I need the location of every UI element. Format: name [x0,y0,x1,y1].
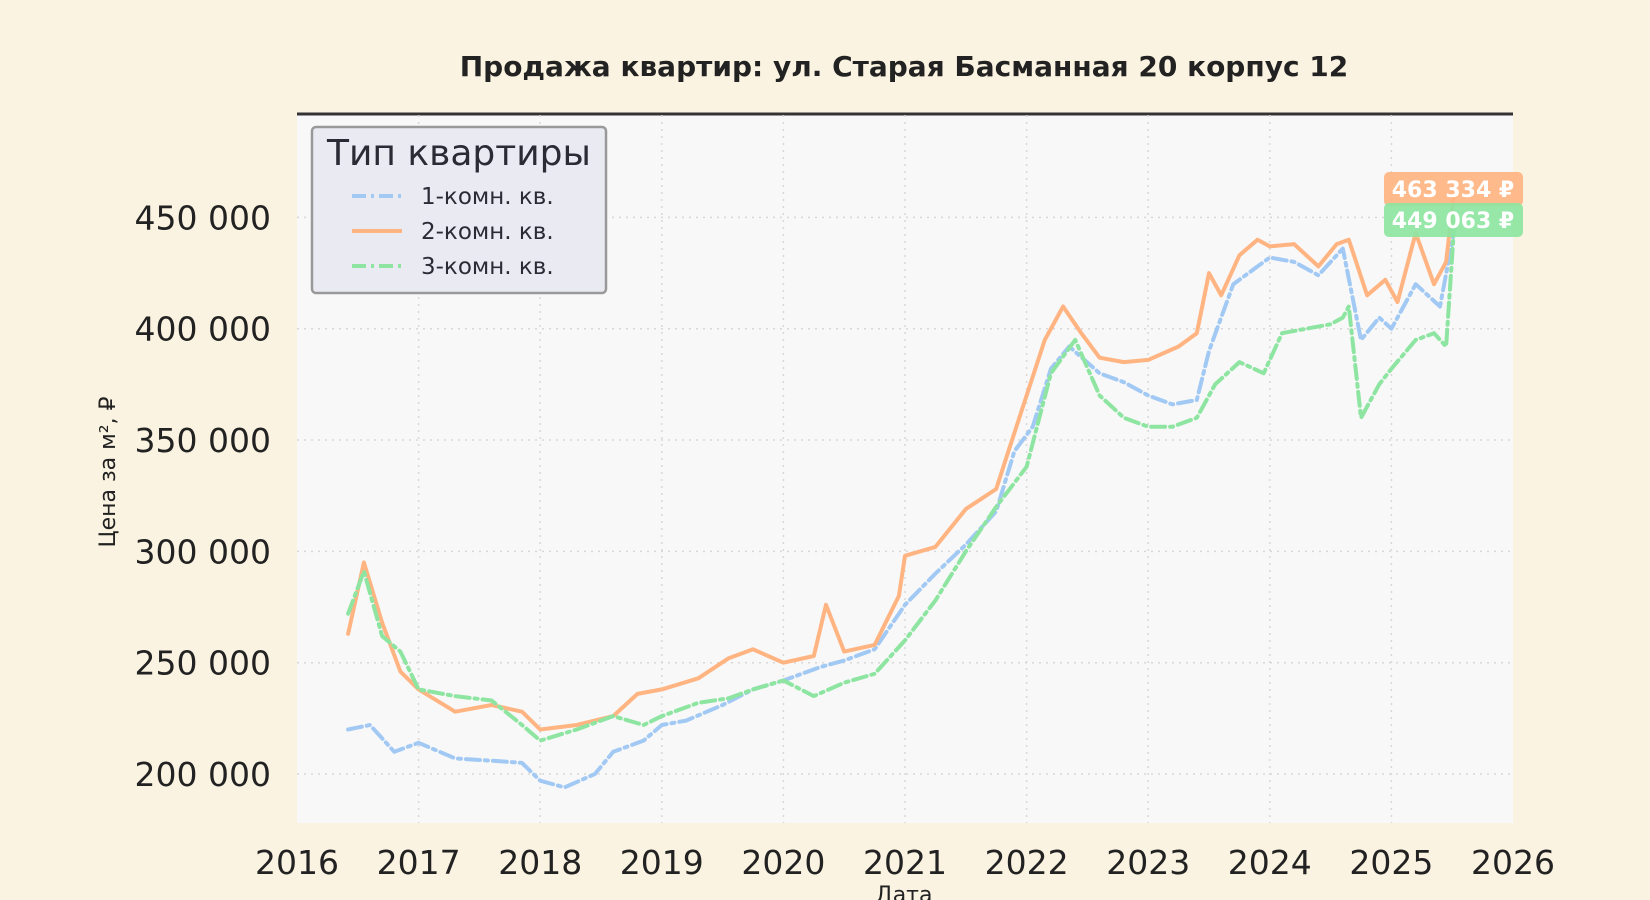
y-axis-label: Цена за м², ₽ [96,396,121,547]
end-value-label: 463 334 ₽ [1392,178,1514,203]
x-tick-label: 2017 [377,843,461,882]
x-tick-label: 2021 [863,843,947,882]
y-tick-label: 350 000 [135,421,271,460]
y-axis-ticks: 200 000 250 000 300 000 350 000 400 000 450 0… [135,198,271,794]
legend-title: Тип квартиры [326,133,591,174]
end-value-labels: 463 334 ₽ 449 063 ₽ [1384,172,1523,237]
legend-entry-label: 1-комн. кв. [421,184,554,210]
grid [297,115,1513,823]
x-axis-ticks: 2016 2017 2018 2019 2020 2021 2022 2023 2024 2025… [255,843,1555,882]
chart-title: Продажа квартир: ул. Старая Басманная 20… [460,50,1349,83]
x-tick-label: 2026 [1471,843,1555,882]
series-lines [346,185,1457,790]
legend: Тип квартиры 1-комн. кв. 2-комн. кв. 3-ком… [310,125,608,295]
x-tick-label: 2020 [741,843,825,882]
x-tick-label: 2018 [498,843,582,882]
x-tick-label: 2024 [1228,843,1312,882]
series-line-3 [346,217,1457,743]
y-tick-label: 250 000 [135,644,271,683]
y-tick-label: 400 000 [135,310,271,349]
x-tick-label: 2023 [1106,843,1190,882]
series-line-2 [346,185,1457,732]
legend-items: 1-комн. кв. 2-комн. кв. 3-комн. кв. [352,184,554,280]
end-value-label: 449 063 ₽ [1392,209,1514,234]
x-tick-label: 2019 [620,843,704,882]
end-value-badge [1384,203,1523,237]
legend-entry-label: 2-комн. кв. [421,219,554,245]
x-axis-label: Дата [876,883,933,900]
x-tick-label: 2025 [1349,843,1433,882]
legend-box [310,125,608,295]
x-tick-label: 2016 [255,843,339,882]
y-tick-label: 300 000 [135,532,271,571]
y-tick-label: 200 000 [135,755,271,794]
end-value-badge [1384,172,1523,206]
legend-entry-label: 3-комн. кв. [421,254,554,280]
x-tick-label: 2022 [985,843,1069,882]
y-tick-label: 450 000 [135,198,271,237]
